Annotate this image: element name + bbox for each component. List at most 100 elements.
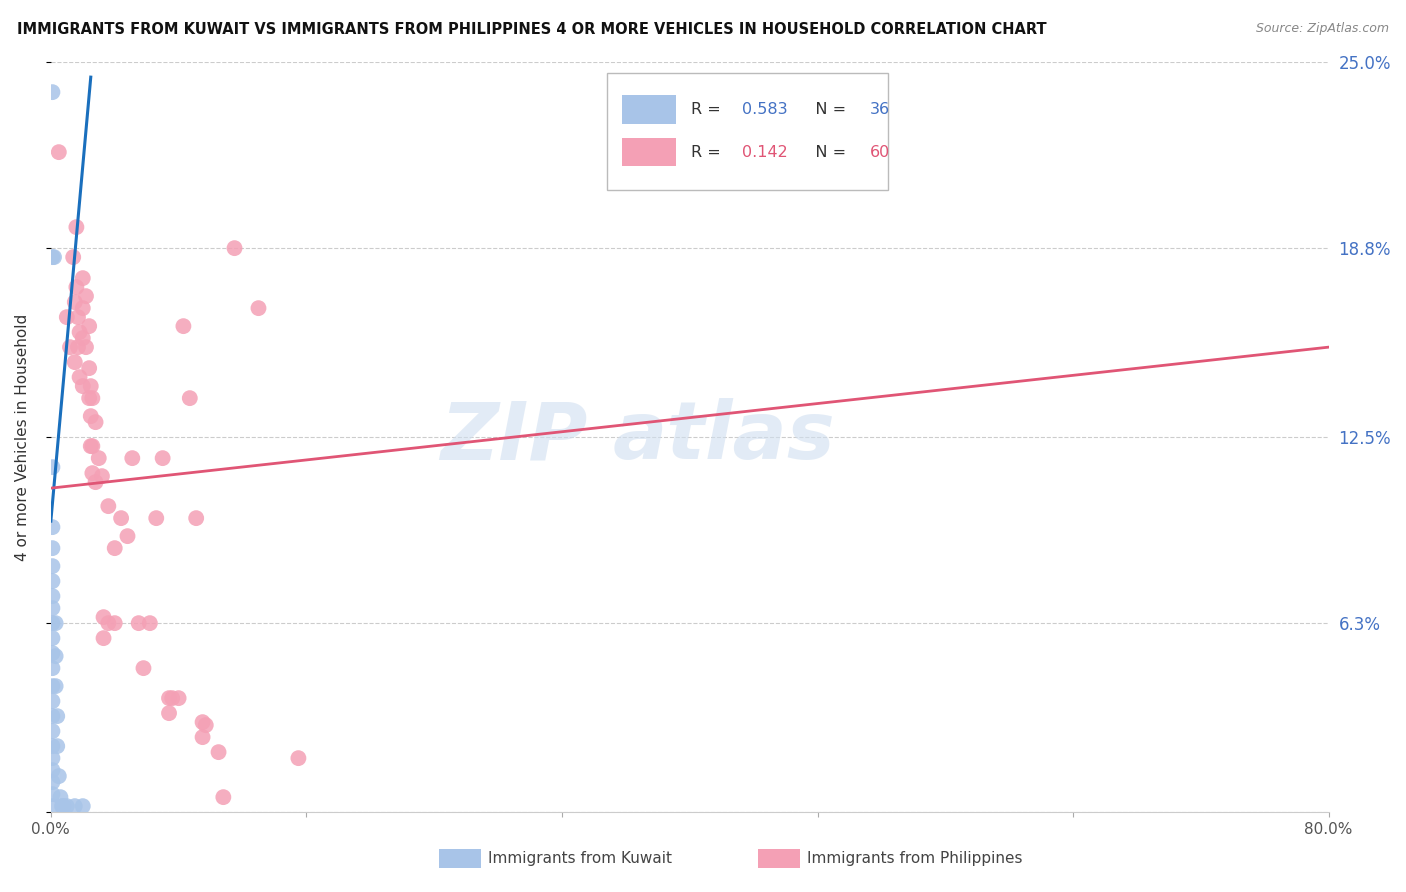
Point <box>49 790 72 805</box>
Point <box>41 460 63 475</box>
Point <box>63 295 86 310</box>
Point <box>41 646 63 660</box>
Point <box>69 325 91 339</box>
Point <box>41 694 63 708</box>
Text: 0.583: 0.583 <box>742 102 787 117</box>
Text: R =: R = <box>690 102 725 117</box>
Point <box>59 340 82 354</box>
Point <box>41 574 63 589</box>
Point <box>82 466 104 480</box>
Point <box>63 799 86 814</box>
Point <box>117 529 139 543</box>
Point <box>41 601 63 615</box>
Point <box>45 616 67 631</box>
FancyBboxPatch shape <box>621 95 676 124</box>
Point <box>172 319 194 334</box>
Point <box>52 799 75 814</box>
Point <box>41 616 63 631</box>
Point <box>80 379 103 393</box>
Point <box>91 469 114 483</box>
Point <box>41 631 63 645</box>
Point <box>75 289 97 303</box>
Point <box>72 799 94 814</box>
Point <box>84 415 107 429</box>
FancyBboxPatch shape <box>606 73 887 190</box>
Point <box>72 379 94 393</box>
Text: N =: N = <box>800 102 851 117</box>
Point <box>191 730 214 744</box>
Point <box>80 439 103 453</box>
Point <box>65 220 87 235</box>
Point <box>132 661 155 675</box>
Point <box>167 691 190 706</box>
Point <box>145 511 167 525</box>
Point <box>152 451 174 466</box>
Point <box>87 451 110 466</box>
Point <box>77 319 100 334</box>
Point <box>72 331 94 345</box>
Point <box>41 85 63 99</box>
Point <box>287 751 309 765</box>
Point <box>41 787 63 801</box>
Point <box>121 451 143 466</box>
Point <box>72 271 94 285</box>
Point <box>93 610 115 624</box>
FancyBboxPatch shape <box>621 138 676 167</box>
Text: ZIP: ZIP <box>440 398 588 476</box>
Point <box>46 709 69 723</box>
Text: atlas: atlas <box>613 398 835 476</box>
Point <box>45 679 67 693</box>
Point <box>66 310 89 325</box>
Point <box>77 391 100 405</box>
Text: Immigrants from Kuwait: Immigrants from Kuwait <box>488 851 672 866</box>
Point <box>224 241 246 255</box>
Point <box>80 409 103 424</box>
Point <box>56 799 79 814</box>
Point <box>104 541 127 556</box>
Point <box>186 511 208 525</box>
Point <box>41 775 63 789</box>
Point <box>41 250 63 264</box>
Point <box>66 340 89 354</box>
Point <box>82 391 104 405</box>
Text: 36: 36 <box>870 102 890 117</box>
Point <box>41 559 63 574</box>
Point <box>46 739 69 753</box>
Point <box>41 799 63 814</box>
Text: 60: 60 <box>870 145 890 160</box>
Point <box>104 616 127 631</box>
Point <box>51 799 73 814</box>
Point <box>41 763 63 777</box>
Point <box>62 250 84 264</box>
Point <box>41 661 63 675</box>
Text: Source: ZipAtlas.com: Source: ZipAtlas.com <box>1256 22 1389 36</box>
Point <box>41 751 63 765</box>
Text: 0.142: 0.142 <box>742 145 787 160</box>
Point <box>157 706 180 720</box>
Point <box>194 718 217 732</box>
Point <box>41 679 63 693</box>
Point <box>179 391 201 405</box>
Point <box>41 520 63 534</box>
Point <box>128 616 150 631</box>
Y-axis label: 4 or more Vehicles in Household: 4 or more Vehicles in Household <box>15 313 30 561</box>
Point <box>72 301 94 315</box>
Point <box>97 499 120 513</box>
Point <box>69 370 91 384</box>
Point <box>93 631 115 645</box>
Point <box>157 691 180 706</box>
Text: R =: R = <box>690 145 725 160</box>
Point <box>75 340 97 354</box>
Point <box>63 355 86 369</box>
Point <box>84 475 107 490</box>
Point <box>41 724 63 739</box>
Text: N =: N = <box>800 145 851 160</box>
Point <box>41 541 63 556</box>
Point <box>48 145 70 160</box>
Point <box>41 739 63 753</box>
Point <box>191 715 214 730</box>
Point <box>42 250 65 264</box>
Point <box>45 649 67 664</box>
Point <box>41 589 63 603</box>
Point <box>160 691 183 706</box>
